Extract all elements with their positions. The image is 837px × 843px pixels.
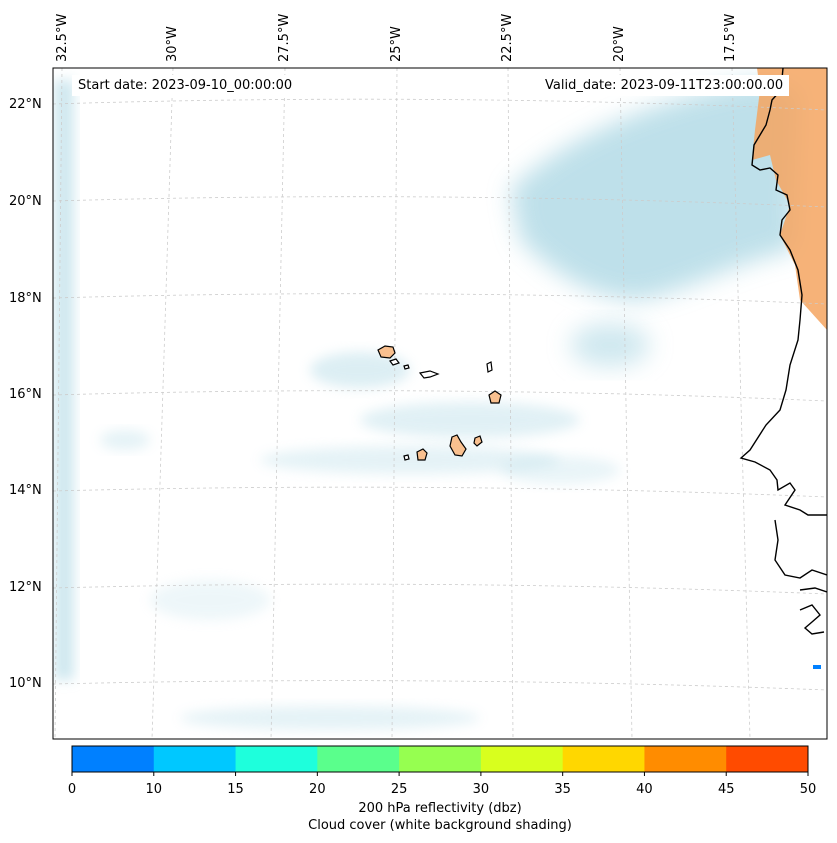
colorbar-segment <box>153 746 237 772</box>
lat-label-12n: 12°N <box>9 580 42 595</box>
map-frame <box>52 67 828 740</box>
lon-label-22-5w: 22.5°W <box>500 13 515 62</box>
colorbar-tick-label: 10 <box>145 782 163 797</box>
map-area <box>53 68 827 739</box>
lon-label-32-5w: 32.5°W <box>55 13 70 62</box>
colorbar-segment <box>726 746 809 772</box>
cloud-patch-southwest <box>150 580 270 620</box>
colorbar-tick-marks <box>71 772 809 776</box>
island-sao-nicolau <box>418 370 440 379</box>
reflectivity-spot <box>813 665 821 669</box>
colorbar-tick-label: 50 <box>799 782 817 797</box>
colorbar-segment <box>562 746 645 772</box>
lat-label-16n: 16°N <box>9 387 42 402</box>
lon-label-17-5w: 17.5°W <box>723 13 738 62</box>
island-boa-vista <box>488 390 502 404</box>
colorbar-segment <box>399 746 482 772</box>
cloud-strip-west <box>54 80 74 680</box>
island-santo-antao <box>377 345 396 359</box>
lon-label-20w: 20°W <box>612 26 627 62</box>
colorbar-title: 200 hPa reflectivity (dbz) <box>358 801 522 816</box>
cloud-band-northeast <box>510 80 800 300</box>
island-maio <box>473 435 483 447</box>
colorbar-tick-label: 25 <box>390 782 408 797</box>
colorbar-tick-label: 45 <box>717 782 735 797</box>
lat-label-18n: 18°N <box>9 291 42 306</box>
colorbar-tick-label: 35 <box>554 782 571 797</box>
colorbar-segment <box>317 746 400 772</box>
lat-label-20n: 20°N <box>9 194 42 209</box>
coastline <box>739 68 827 635</box>
island-sal <box>486 361 493 373</box>
colorbar-subtitle: Cloud cover (white background shading) <box>308 818 572 833</box>
island-sao-vicente <box>389 358 400 366</box>
island-santiago <box>449 434 467 457</box>
lat-label-22n: 22°N <box>9 97 42 112</box>
lon-label-25w: 25°W <box>389 26 404 62</box>
island-brava <box>403 454 410 461</box>
colorbar-tick-label: 30 <box>472 782 490 797</box>
colorbar-segments <box>72 746 809 772</box>
africa-reflectivity-shading <box>752 68 827 330</box>
cape-verde-islands <box>377 345 502 461</box>
lon-label-27-5w: 27.5°W <box>277 13 292 62</box>
colorbar-segment <box>72 746 155 772</box>
colorbar-tick-label: 0 <box>67 782 77 797</box>
island-fogo <box>416 448 428 461</box>
cloud-streak-central <box>360 402 580 438</box>
graticule <box>53 68 827 739</box>
colorbar-tick-label: 15 <box>227 782 244 797</box>
cloud-streak-south <box>260 446 560 474</box>
cloud-patch-central-south <box>500 456 620 484</box>
lat-label-14n: 14°N <box>9 483 42 498</box>
lon-label-30w: 30°W <box>165 26 180 62</box>
cloud-streak-bottom <box>180 706 480 730</box>
island-santa-luzia <box>403 364 410 370</box>
cloud-patch-west <box>100 430 150 450</box>
colorbar-segment <box>480 746 564 772</box>
cloud-patch-islands <box>310 352 410 388</box>
colorbar-frame <box>71 745 809 773</box>
colorbar-tick-label: 20 <box>309 782 326 797</box>
valid-date-label: Valid_date: 2023-09-11T23:00:00.00 <box>539 75 790 96</box>
cloud-patch-east <box>570 323 650 367</box>
colorbar-segment <box>235 746 318 772</box>
colorbar-segment <box>644 746 727 772</box>
start-date-label: Start date: 2023-09-10_00:00:00 <box>72 75 299 96</box>
colorbar-tick-label: 40 <box>636 782 653 797</box>
lat-label-10n: 10°N <box>9 676 42 691</box>
cloud-cover-layer <box>54 80 800 730</box>
colorbar <box>71 745 809 776</box>
